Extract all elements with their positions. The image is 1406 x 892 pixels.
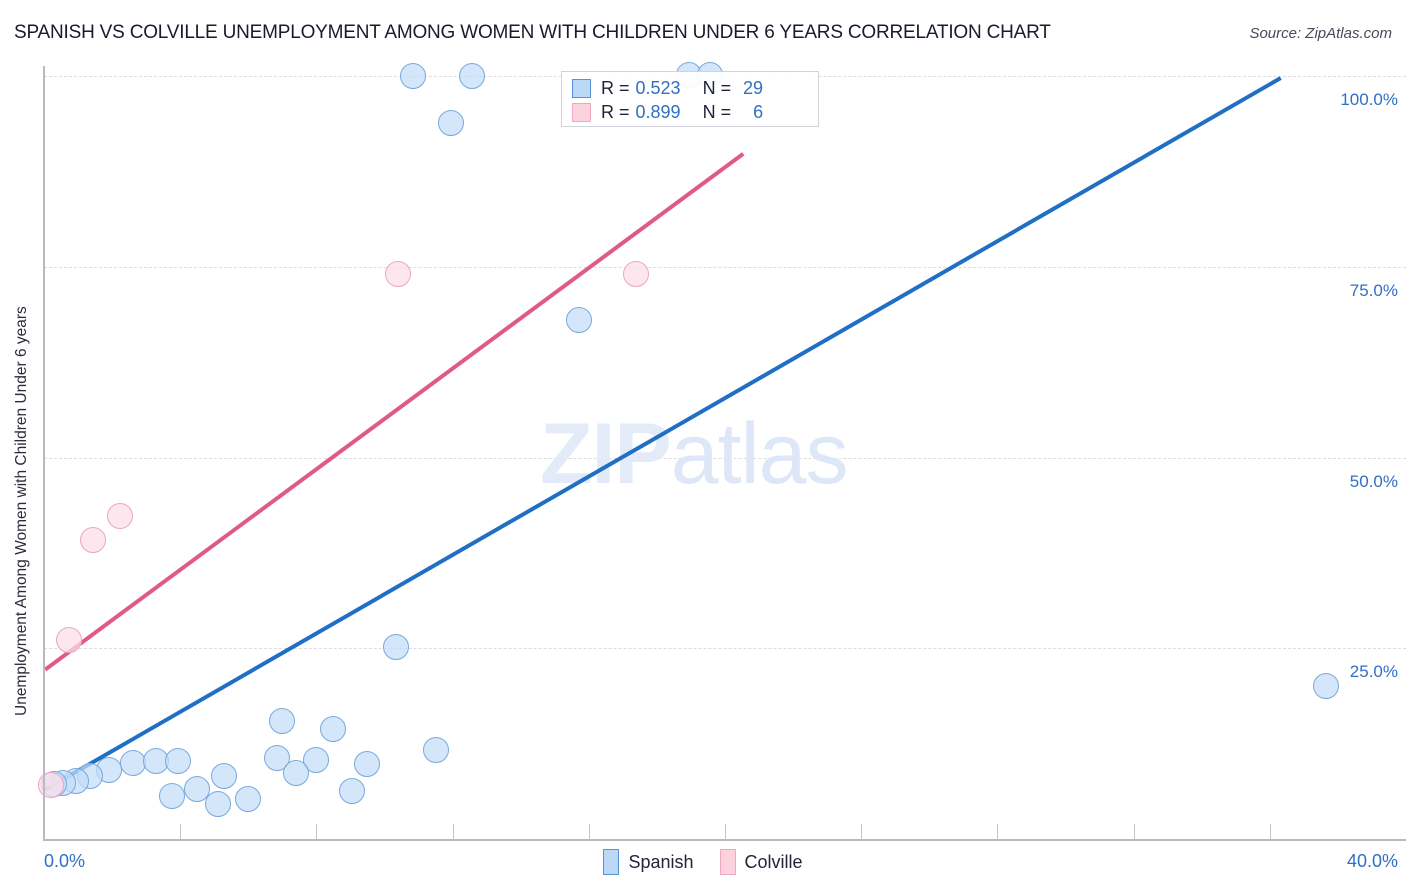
data-point-spanish[interactable] (422, 737, 449, 764)
legend-item-spanish[interactable]: Spanish (603, 849, 694, 875)
x-axis-tick (997, 824, 999, 840)
gridline-50 (44, 457, 1406, 459)
colville-r-label: R = (601, 101, 630, 122)
data-point-spanish[interactable] (1312, 672, 1339, 699)
colville-n-value: 6 (753, 101, 764, 122)
data-point-spanish[interactable] (211, 763, 238, 790)
data-point-spanish[interactable] (204, 790, 231, 817)
spanish-r-value: 0.523 (635, 77, 681, 98)
colville-legend-swatch-icon (719, 849, 736, 875)
spanish-r-label: R = (601, 77, 630, 98)
data-point-colville[interactable] (623, 261, 650, 288)
x-axis-tick (861, 824, 863, 840)
colville-r-value: 0.899 (635, 101, 681, 122)
gridline-25 (44, 648, 1406, 650)
data-point-spanish[interactable] (119, 749, 146, 776)
data-point-spanish[interactable] (565, 307, 592, 334)
data-point-spanish[interactable] (383, 634, 410, 661)
data-point-colville[interactable] (79, 526, 106, 553)
legend-item-colville[interactable]: Colville (719, 849, 803, 875)
spanish-n-value: 29 (743, 77, 764, 98)
spanish-legend-swatch-icon (603, 849, 620, 875)
page-title: SPANISH VS COLVILLE UNEMPLOYMENT AMONG W… (14, 22, 1051, 43)
source-attribution: Source: ZipAtlas.com (1249, 25, 1392, 42)
x-axis-tick (180, 824, 182, 840)
x-axis-min-label: 0.0% (44, 851, 86, 871)
data-point-spanish[interactable] (269, 707, 296, 734)
spanish-swatch-icon (572, 78, 591, 98)
colville-swatch-icon (572, 102, 591, 122)
y-tick-label-100: 100.0% (1340, 90, 1398, 109)
legend-label-colville: Colville (744, 851, 803, 872)
data-point-spanish[interactable] (437, 109, 464, 136)
x-axis-tick (1269, 824, 1271, 840)
data-point-spanish[interactable] (320, 716, 347, 743)
data-point-colville[interactable] (55, 626, 82, 653)
x-axis-tick (452, 824, 454, 840)
data-point-spanish[interactable] (339, 777, 366, 804)
stats-row-colville: R = 0.899 N = 6 (572, 100, 808, 124)
y-axis-title: Unemployment Among Women with Children U… (13, 306, 30, 716)
y-tick-label-75: 75.0% (1349, 280, 1398, 300)
x-axis-tick (725, 824, 726, 840)
legend-label-spanish: Spanish (628, 851, 694, 872)
correlation-stats-box: R = 0.523 N = 29 R = 0.899 N = 6 (561, 71, 819, 127)
x-axis-tick (588, 824, 590, 840)
data-point-colville[interactable] (106, 503, 133, 530)
gridline-75 (44, 266, 1406, 268)
y-axis-line (43, 66, 45, 840)
x-axis-max-label: 40.0% (1346, 851, 1398, 871)
data-point-spanish[interactable] (400, 63, 427, 89)
y-tick-label-50: 50.0% (1349, 471, 1398, 491)
x-axis-line (43, 839, 1406, 841)
data-point-spanish[interactable] (354, 751, 381, 778)
data-point-colville[interactable] (385, 261, 412, 288)
stats-row-spanish: R = 0.523 N = 29 (572, 76, 808, 100)
data-point-colville[interactable] (37, 771, 64, 798)
data-point-spanish[interactable] (158, 783, 185, 810)
x-axis-tick (316, 824, 318, 840)
plot-area (44, 66, 1304, 826)
data-point-spanish[interactable] (235, 786, 262, 813)
spanish-n-label: N = (702, 77, 732, 98)
data-point-spanish[interactable] (282, 760, 309, 787)
data-point-spanish[interactable] (459, 63, 486, 89)
data-point-spanish[interactable] (165, 748, 192, 775)
x-axis-tick (1133, 824, 1135, 840)
x-axis-tick (44, 824, 45, 840)
series-legend: Spanish Colville (0, 849, 1406, 875)
y-tick-label-25: 25.0% (1349, 662, 1398, 682)
colville-n-label: N = (702, 101, 732, 122)
